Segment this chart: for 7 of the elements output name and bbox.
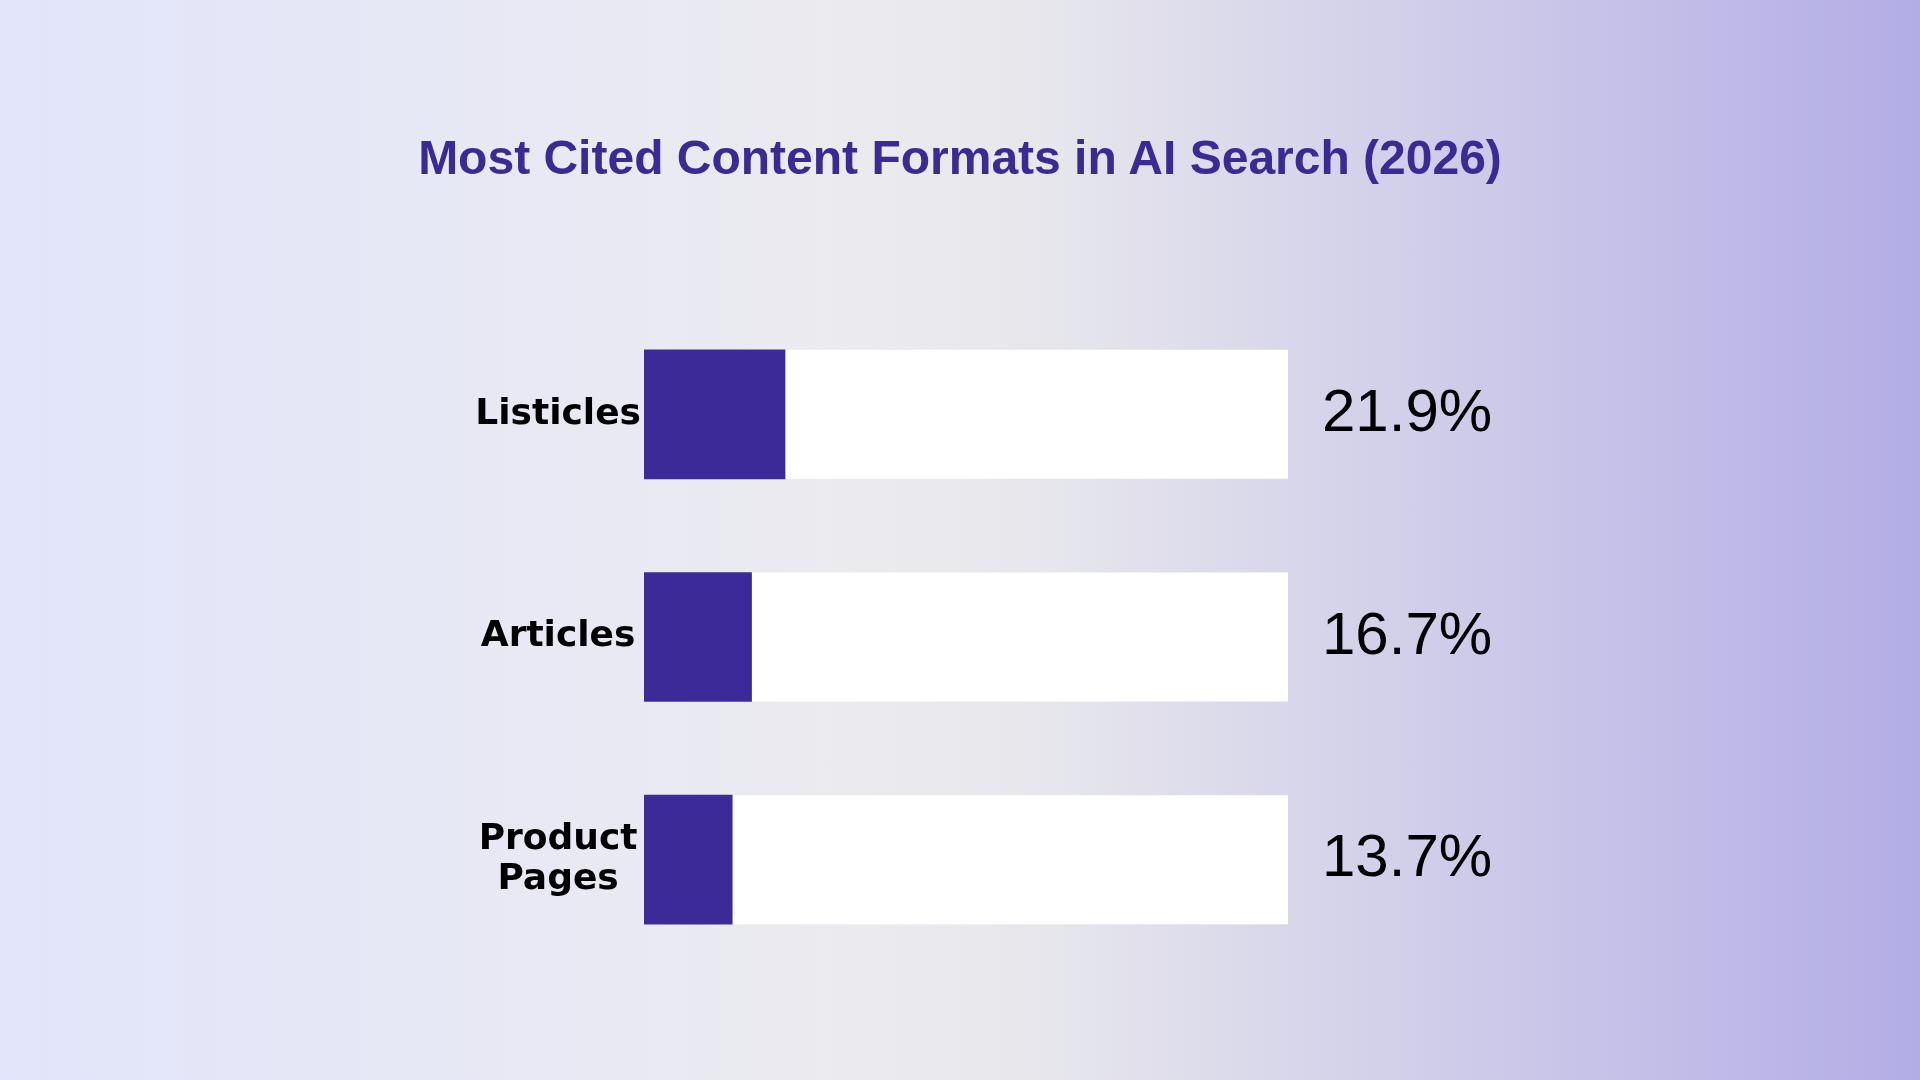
data-label: 21.9% [1322,376,1493,444]
chart-title: Most Cited Content Formats in AI Search (2026) [417,130,1503,185]
data-label: 16.7% [1322,599,1493,667]
y-tick-label: Articles [480,613,636,655]
y-tick-label: Listicles [475,390,641,432]
data-label: 13.7% [1322,822,1493,890]
y-tick-label: Product Pages [478,816,638,897]
